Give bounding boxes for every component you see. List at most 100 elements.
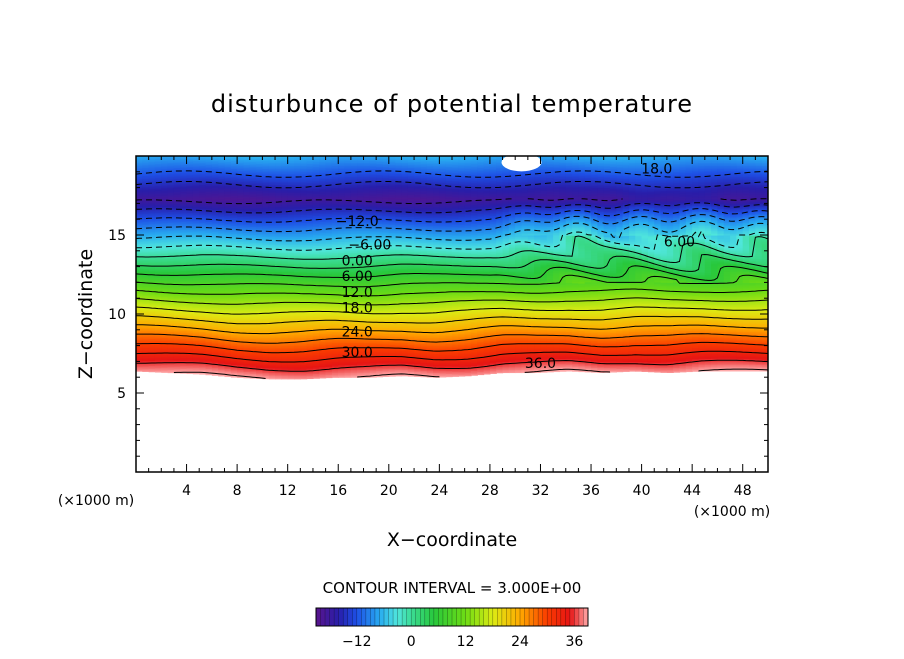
- field-cell: [300, 293, 308, 296]
- field-cell: [325, 369, 333, 372]
- field-cell: [180, 227, 188, 230]
- field-cell: [186, 371, 194, 375]
- field-cell: [300, 230, 308, 233]
- field-cell: [338, 321, 346, 325]
- field-cell: [306, 259, 314, 263]
- field-cell: [275, 204, 282, 208]
- field-cell: [319, 298, 327, 301]
- field-cell: [167, 348, 175, 352]
- field-cell: [319, 276, 327, 279]
- field-cell: [154, 228, 162, 231]
- field-cell: [192, 203, 200, 206]
- field-cell: [319, 350, 327, 354]
- field-cell: [268, 263, 276, 266]
- field-cell: [312, 341, 320, 344]
- field-cell: [161, 359, 169, 362]
- field-cell: [268, 230, 276, 233]
- field-cell: [281, 222, 289, 225]
- field-cell: [186, 297, 194, 300]
- field-cell: [268, 247, 276, 250]
- field-cell: [256, 231, 263, 234]
- field-cell: [312, 160, 320, 163]
- field-cell: [287, 317, 295, 320]
- field-cell: [205, 194, 213, 197]
- field-cell: [287, 315, 295, 318]
- field-cell: [192, 168, 200, 171]
- field-cell: [306, 282, 314, 285]
- field-cell: [186, 259, 194, 262]
- field-cell: [350, 293, 358, 296]
- field-cell: [281, 173, 289, 176]
- field-cell: [294, 271, 301, 274]
- field-cell: [287, 178, 295, 181]
- field-cell: [325, 183, 333, 186]
- field-cell: [338, 197, 346, 200]
- field-cell: [173, 364, 181, 368]
- field-cell: [249, 253, 257, 256]
- field-cell: [237, 333, 245, 336]
- field-cell: [294, 344, 301, 347]
- field-cell: [173, 222, 181, 225]
- field-cell: [256, 304, 263, 307]
- field-cell: [237, 159, 245, 162]
- field-cell: [237, 277, 245, 281]
- field-cell: [275, 317, 282, 320]
- field-cell: [136, 187, 143, 190]
- field-cell: [224, 221, 232, 224]
- field-cell: [331, 304, 339, 307]
- field-cell: [243, 354, 251, 357]
- field-cell: [211, 356, 219, 359]
- field-cell: [331, 290, 339, 293]
- field-cell: [218, 320, 226, 323]
- field-cell: [142, 199, 150, 202]
- field-cell: [237, 265, 245, 268]
- field-cell: [180, 213, 188, 216]
- field-cell: [211, 165, 219, 168]
- field-cell: [275, 366, 282, 369]
- field-cell: [331, 190, 339, 193]
- field-cell: [230, 219, 238, 222]
- field-cell: [344, 253, 352, 257]
- field-cell: [268, 299, 276, 302]
- field-cell: [268, 244, 276, 247]
- field-cell: [344, 159, 352, 162]
- field-cell: [224, 273, 232, 276]
- field-cell: [268, 168, 276, 171]
- field-cell: [357, 265, 365, 268]
- field-cell: [357, 296, 365, 299]
- field-cell: [325, 164, 333, 167]
- field-cell: [287, 170, 295, 173]
- field-cell: [312, 166, 320, 169]
- field-cell: [180, 286, 188, 289]
- field-cell: [312, 196, 320, 199]
- field-cell: [275, 246, 282, 249]
- field-cell: [350, 268, 358, 271]
- field-cell: [325, 345, 333, 349]
- field-cell: [357, 274, 365, 277]
- field-cell: [224, 321, 232, 324]
- field-cell: [180, 248, 188, 251]
- field-cell: [161, 234, 169, 237]
- field-cell: [186, 354, 194, 357]
- field-cell: [325, 167, 333, 170]
- field-cell: [230, 247, 238, 250]
- field-cell: [237, 350, 245, 353]
- field-cell: [173, 161, 181, 164]
- field-cell: [268, 170, 276, 173]
- field-cell: [199, 249, 207, 252]
- field-cell: [148, 202, 156, 205]
- field-cell: [161, 326, 169, 329]
- field-cell: [230, 362, 238, 365]
- field-cell: [256, 368, 263, 372]
- field-cell: [186, 344, 194, 348]
- field-cell: [357, 272, 365, 276]
- field-cell: [211, 274, 219, 277]
- field-cell: [199, 198, 207, 201]
- field-cell: [300, 364, 308, 367]
- field-cell: [148, 227, 156, 231]
- field-cell: [344, 359, 352, 362]
- field-cell: [243, 327, 251, 330]
- field-cell: [230, 335, 238, 339]
- field-cell: [294, 282, 301, 285]
- field-cell: [230, 280, 238, 283]
